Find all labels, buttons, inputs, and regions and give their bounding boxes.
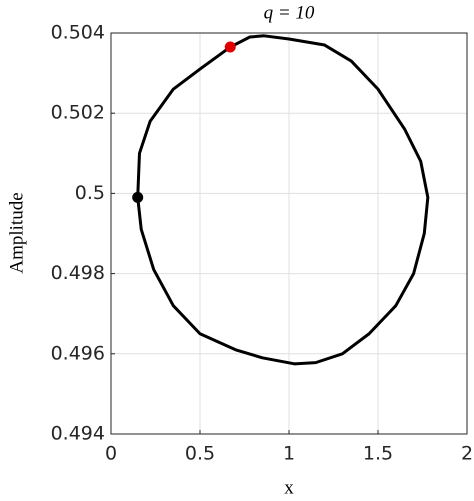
y-axis-label: Amplitude xyxy=(6,192,27,273)
y-tick-label: 0.502 xyxy=(51,102,105,124)
y-tick-label: 0.498 xyxy=(51,262,105,284)
y-tick-label: 0.5 xyxy=(75,182,105,204)
axes-box xyxy=(110,32,468,435)
point xyxy=(224,41,236,53)
point xyxy=(132,191,144,203)
x-tick-label: 2 xyxy=(461,443,473,465)
y-tick-label: 0.496 xyxy=(51,342,105,364)
x-tick-label: 0 xyxy=(105,443,117,465)
y-tick-label: 0.504 xyxy=(51,22,105,44)
x-tick-label: 1.5 xyxy=(363,443,393,465)
x-axis-label: x xyxy=(284,477,294,498)
x-tick-label: 1 xyxy=(283,443,295,465)
chart-title: q = 10 xyxy=(264,2,315,23)
x-tick-label: 0.5 xyxy=(185,443,215,465)
line xyxy=(136,34,430,366)
y-tick-label: 0.494 xyxy=(51,423,105,445)
